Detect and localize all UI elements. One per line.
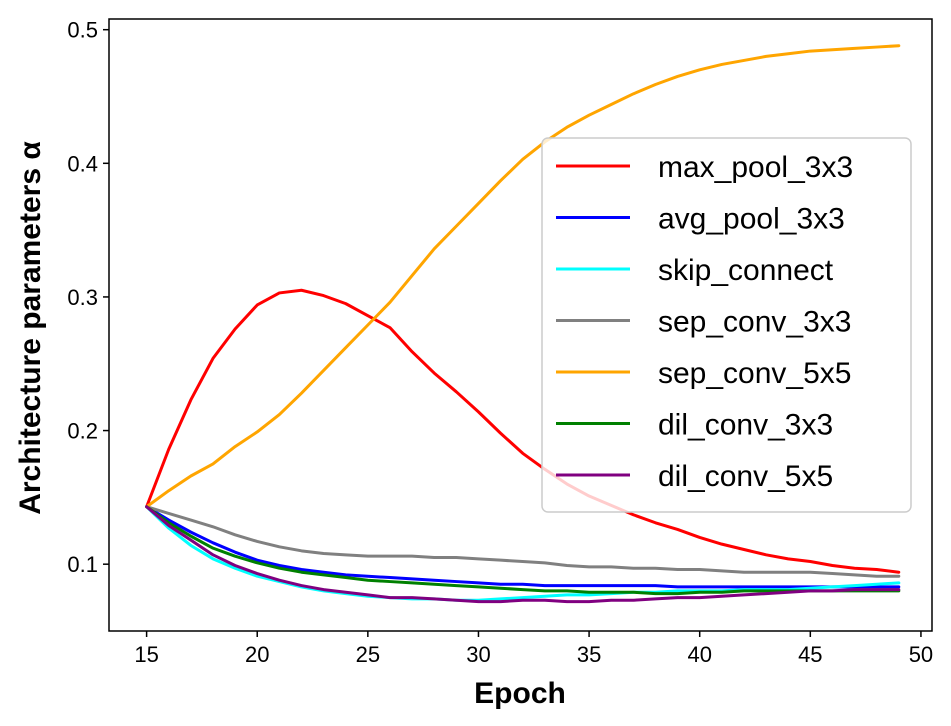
y-axis-title: Architecture parameters α (14, 141, 47, 515)
legend-label-dil-conv-3x3: dil_conv_3x3 (658, 409, 833, 442)
x-tick-label: 30 (466, 642, 490, 667)
y-tick-label: 0.5 (67, 18, 98, 43)
series-lines (145, 44, 901, 604)
legend-label-skip-connect: skip_connect (658, 254, 834, 287)
series-line-dil-conv-3x3 (145, 505, 901, 596)
x-tick-label: 40 (687, 642, 711, 667)
plot-area-frame (108, 18, 933, 632)
legend: max_pool_3x3 avg_pool_3x3 skip_connect sep_… (541, 137, 912, 513)
x-tick-label: 35 (577, 642, 601, 667)
legend-label-dil-conv-5x5: dil_conv_5x5 (658, 460, 833, 493)
series-line-avg-pool-3x3 (145, 505, 901, 589)
y-tick-label: 0.1 (67, 552, 98, 577)
y-tick-label: 0.2 (67, 419, 98, 444)
y-tick-label: 0.4 (67, 151, 98, 176)
legend-label-sep-conv-5x5: sep_conv_5x5 (658, 357, 851, 390)
series-line-sep-conv-3x3 (145, 505, 901, 578)
series-line-sep-conv-5x5 (145, 44, 901, 509)
x-tick-label: 20 (245, 642, 269, 667)
series-line-max-pool-3x3 (145, 288, 901, 574)
x-tick-label: 25 (356, 642, 380, 667)
legend-label-sep-conv-3x3: sep_conv_3x3 (658, 306, 851, 339)
x-tick-label: 50 (909, 642, 933, 667)
legend-label-max-pool-3x3: max_pool_3x3 (658, 151, 853, 184)
x-tick-label: 15 (134, 642, 158, 667)
legend-box (541, 137, 912, 513)
y-tick-label: 0.3 (67, 285, 98, 310)
series-line-dil-conv-5x5 (145, 505, 901, 604)
x-axis-title: Epoch (474, 677, 566, 710)
legend-label-avg-pool-3x3: avg_pool_3x3 (658, 203, 845, 236)
x-tick-label: 45 (798, 642, 822, 667)
axis-ticks: 15 20 25 30 35 40 45 50 0.1 0.2 0.3 0.4 0.5 (67, 18, 933, 667)
